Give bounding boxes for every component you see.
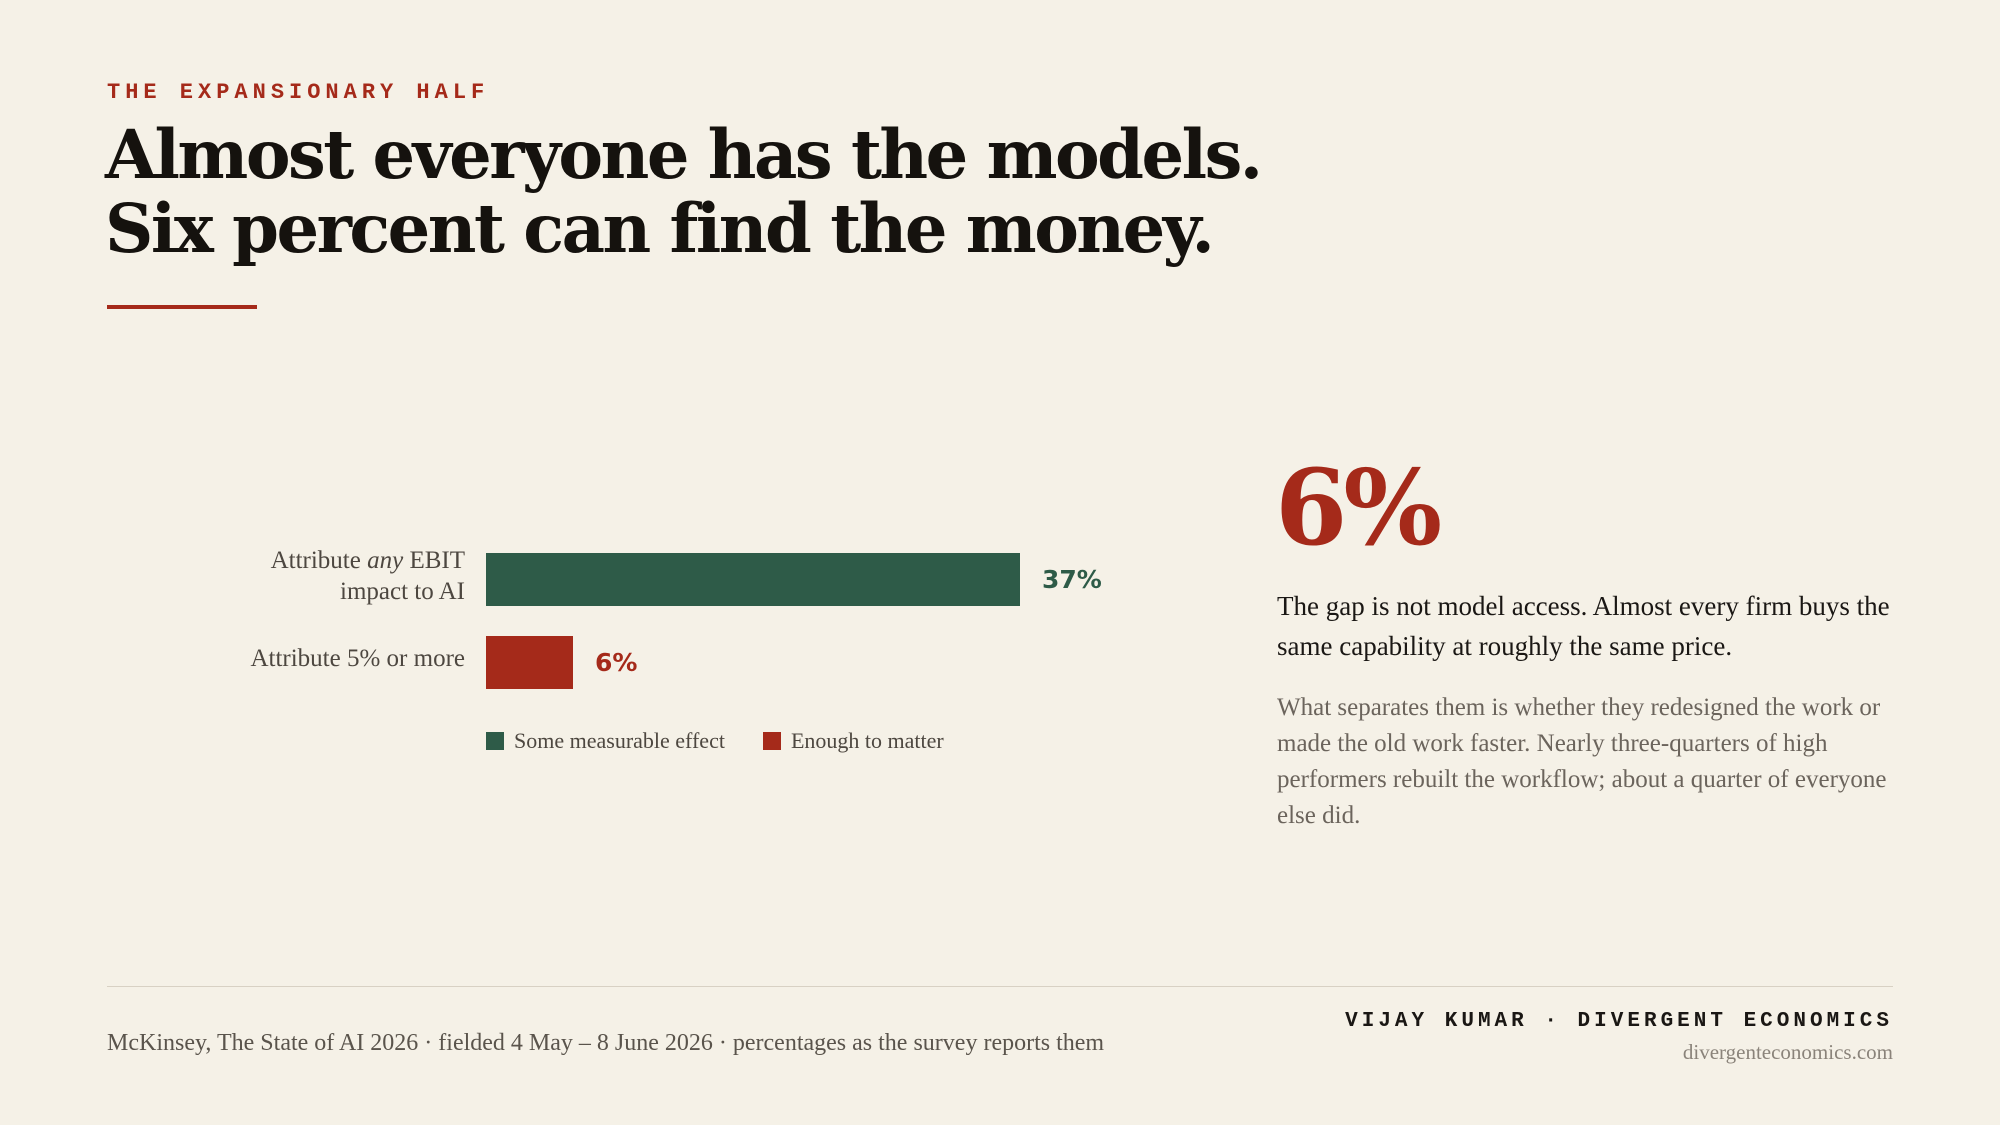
legend-item: Some measurable effect	[486, 728, 725, 754]
bar-value-label: 6%	[595, 648, 638, 677]
website-link[interactable]: divergenteconomics.com	[1682, 1040, 1893, 1064]
callout-lead: The gap is not model access. Almost ever…	[1277, 591, 1890, 661]
bar-value-label: 37%	[1042, 565, 1102, 594]
category-label-text: EBIT	[403, 547, 465, 574]
footer-divider	[107, 986, 1893, 987]
legend-item: Enough to matter	[762, 728, 944, 754]
category-label-line2: impact to AI	[340, 578, 465, 605]
headline-line-1: Almost everyone has the models.	[105, 115, 1263, 194]
category-label-text: Attribute 5% or more	[250, 645, 465, 672]
legend-swatch	[486, 732, 504, 750]
callout-body: What separates them is whether they rede…	[1277, 694, 1887, 829]
category-label-text: Attribute	[270, 547, 368, 574]
legend-label: Enough to matter	[790, 728, 944, 753]
page-title: Almost everyone has the models. Six perc…	[105, 115, 1263, 268]
chart-legend: Some measurable effect Enough to matter	[486, 728, 944, 754]
category-label-any-ebit: Attribute any EBIT impact to AI	[271, 545, 465, 607]
author-byline: VIJAY KUMAR · DIVERGENT ECONOMICS	[1345, 1010, 1893, 1033]
headline-line-2: Six percent can find the money.	[105, 189, 1215, 268]
section-kicker: THE EXPANSIONARY HALF	[107, 80, 490, 105]
category-label-five-percent: Attribute 5% or more	[250, 643, 465, 674]
source-note: McKinsey, The State of AI 2026 · fielded…	[107, 1030, 1105, 1056]
bar-five-percent	[486, 636, 573, 689]
callout-number: 6%	[1275, 446, 1442, 569]
bar-any-ebit	[486, 553, 1020, 606]
legend-label: Some measurable effect	[514, 728, 725, 753]
category-label-emphasis: any	[367, 547, 404, 574]
legend-swatch	[762, 732, 781, 750]
accent-rule	[107, 305, 257, 309]
